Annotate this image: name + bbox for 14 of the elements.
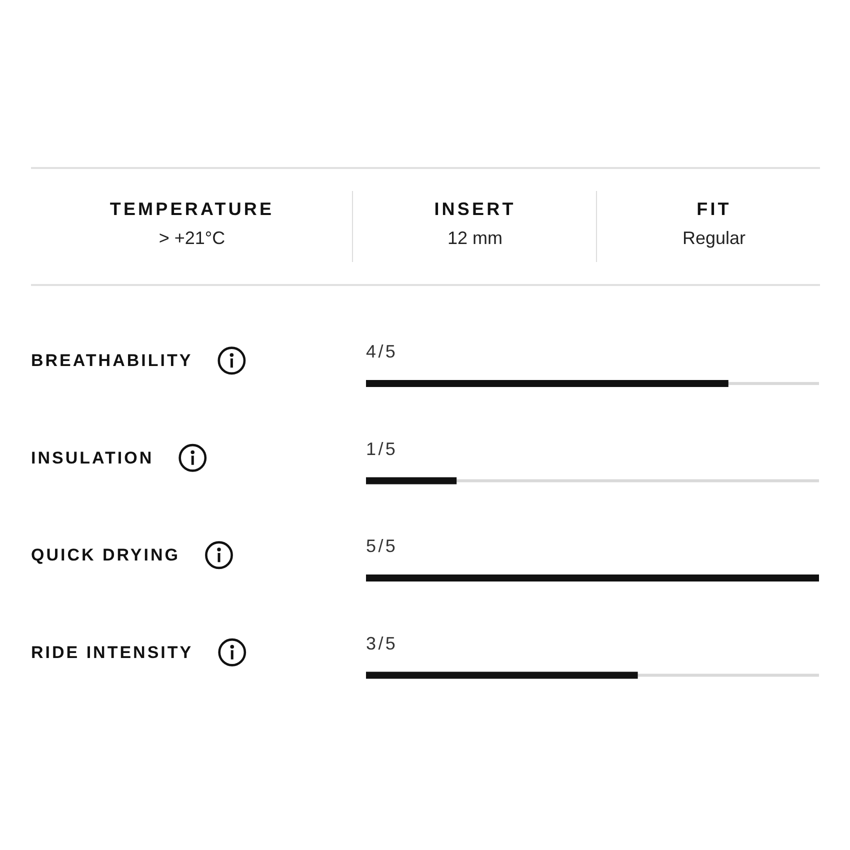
text: 12 mm [446,227,504,249]
data-label: 5/5 [366,536,398,556]
category-label: TEMPERATURE [108,198,276,220]
data-label: 3/5 [366,633,398,654]
y-tick-label: QUICK DRYING [31,546,180,565]
text: Regular [681,227,747,249]
y-tick-label: BREATHABILITY [31,351,193,370]
category-label: INSERT [433,198,517,220]
text: > +21°C [158,227,226,249]
y-tick-label: INSULATION [31,448,154,468]
category-label: FIT [696,198,732,220]
data-label: 4/5 [366,342,398,362]
y-tick-label: RIDE INTENSITY [31,642,194,662]
data-label: 1/5 [366,438,398,459]
